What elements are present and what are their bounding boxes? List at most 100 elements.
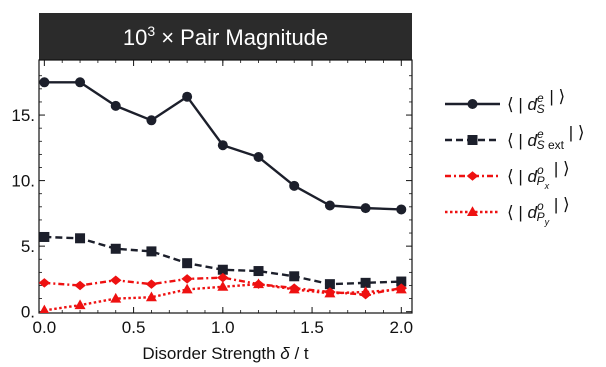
series-1-point (39, 77, 50, 88)
series-1-point (217, 140, 228, 151)
series-3-point (145, 279, 158, 289)
legend-entry-2: ⟨ | de S ext | ⟩ (445, 123, 585, 152)
series-1-point (110, 100, 121, 111)
legend-subscript: P (537, 210, 545, 224)
series-3-point (109, 275, 122, 285)
title-base: 10 (123, 25, 147, 50)
legend-subsubscript: y (544, 217, 550, 227)
y-tick-label: 0. (21, 303, 35, 322)
series-4-point (74, 299, 86, 310)
series-2-point (360, 277, 371, 288)
x-tick-label: 1.0 (211, 318, 235, 337)
series-4-point (360, 286, 372, 297)
series-1-point (146, 115, 157, 126)
plot-frame (38, 59, 413, 314)
x-tick-label: 0.0 (33, 318, 57, 337)
chart-title-bar: 103 × Pair Magnitude (39, 13, 412, 60)
plot-area: 0.0 0.5 1.0 1.5 2.0 0. 5. 10. 15. (11, 59, 413, 337)
series-3-point (181, 274, 193, 284)
series-4-point (324, 287, 336, 298)
series-1-point (360, 203, 371, 214)
legend-entry-1: ⟨ | de S | ⟩ (445, 87, 565, 116)
series-2-point (396, 276, 407, 287)
series-1-point (182, 91, 193, 102)
series-2-point (75, 233, 86, 244)
series-3-point (217, 272, 229, 283)
series-2 (39, 231, 407, 290)
series-4-point (253, 278, 265, 289)
series-1-point (253, 152, 264, 163)
legend-superscript: o (537, 199, 544, 213)
legend-subscript: S (537, 138, 545, 152)
series-4 (39, 278, 407, 313)
series-2-point (39, 231, 50, 242)
legend-subscript-extra: ext (545, 138, 565, 152)
axis-labels: Disorder Strength δ / t (142, 344, 309, 363)
x-tick-label: 1.5 (300, 318, 324, 337)
x-axis-label: Disorder Strength δ / t (142, 344, 309, 363)
series-4-point (110, 292, 122, 303)
series-1-point (396, 204, 407, 215)
legend-marker (467, 99, 478, 109)
legend-label: ⟨ | do Py | ⟩ (507, 195, 570, 227)
series-1-point (324, 200, 335, 211)
series-2-point (182, 258, 193, 269)
legend-subscript: P (537, 174, 545, 188)
series-1-point (75, 77, 86, 88)
x-tick-label: 0.5 (122, 318, 146, 337)
legend-label: ⟨ | do Px | ⟩ (507, 159, 570, 191)
legend: ⟨ | de S | ⟩⟨ | de S ext | ⟩⟨ | do Px | ⟩⟨ … (445, 87, 585, 227)
series-4-point (181, 283, 193, 294)
legend-open: ⟨ | (507, 167, 528, 186)
series-2-point (324, 279, 335, 290)
legend-entry-4: ⟨ | do Py | ⟩ (445, 195, 570, 227)
legend-entry-3: ⟨ | do Px | ⟩ (445, 159, 570, 191)
series-3-point (39, 278, 51, 288)
series-4-point (395, 283, 407, 294)
legend-marker (467, 206, 478, 216)
series-1-point (289, 180, 300, 191)
y-tick-label: 5. (21, 237, 35, 256)
title-rest: × Pair Magnitude (155, 25, 328, 50)
legend-superscript: o (537, 163, 544, 177)
series-layer (39, 77, 408, 313)
series-2-point (146, 246, 157, 257)
x-axis-label-symbol: δ (280, 344, 290, 363)
legend-close: | ⟩ (549, 159, 570, 178)
series-1 (39, 77, 407, 215)
legend-symbol: d (528, 203, 538, 222)
legend-superscript: e (537, 91, 544, 105)
legend-close: | ⟩ (564, 123, 585, 142)
legend-subscript: S (537, 102, 545, 116)
x-axis-label-unit: / t (290, 344, 309, 363)
series-3-point (74, 280, 86, 291)
y-tick-label: 15. (11, 106, 35, 125)
series-2-point (110, 243, 121, 254)
y-tick-label: 10. (11, 172, 35, 191)
legend-marker (466, 171, 479, 181)
title-superscript: 3 (147, 23, 155, 39)
series-2-point (217, 264, 228, 275)
legend-symbol: d (528, 131, 538, 150)
series-4-point (217, 281, 229, 291)
legend-open: ⟨ | (507, 131, 528, 150)
legend-open: ⟨ | (507, 203, 528, 222)
legend-symbol: d (528, 95, 538, 114)
legend-close: | ⟩ (549, 195, 570, 214)
legend-label: ⟨ | de S ext | ⟩ (507, 123, 585, 152)
title-bar-background (39, 13, 412, 60)
legend-open: ⟨ | (507, 95, 528, 114)
legend-subsubscript: x (544, 181, 550, 191)
series-4-point (288, 283, 300, 294)
series-2-point (289, 271, 300, 282)
legend-label: ⟨ | de S | ⟩ (507, 87, 565, 116)
legend-marker (467, 135, 478, 145)
chart-title: 103 × Pair Magnitude (123, 23, 328, 50)
legend-superscript: e (537, 127, 544, 141)
x-tick-label: 2.0 (389, 318, 413, 337)
series-4-point (39, 304, 50, 313)
legend-symbol: d (528, 167, 538, 186)
series-2-point (253, 266, 264, 277)
x-axis-label-text: Disorder Strength (142, 344, 280, 363)
